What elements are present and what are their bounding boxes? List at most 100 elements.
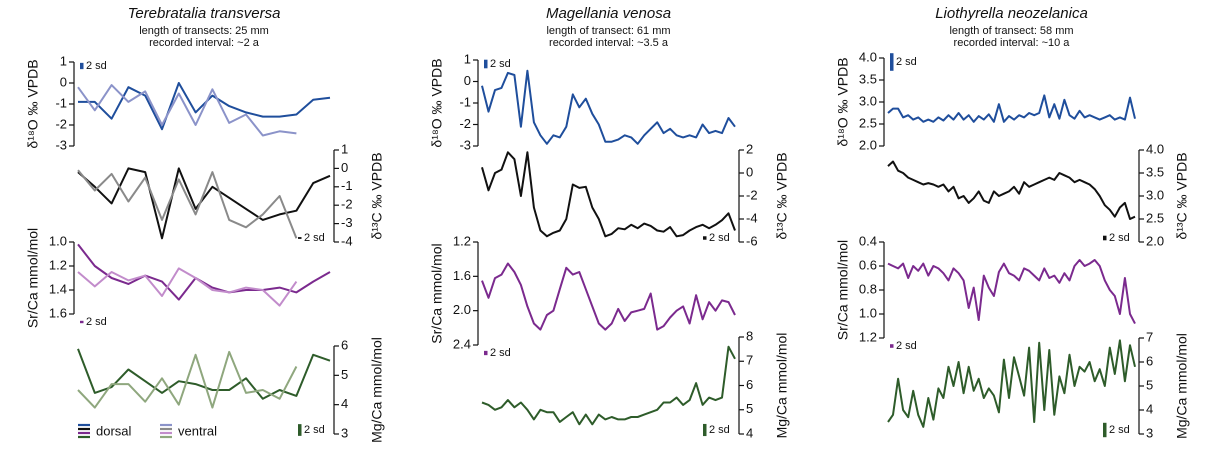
- y-tick-label: -2: [341, 197, 353, 212]
- y-tick-label: -2: [459, 116, 471, 131]
- data-line: [481, 151, 736, 238]
- y-tick-label: -1: [459, 94, 471, 109]
- y-tick-label: -4: [746, 210, 758, 225]
- y-tick-label: 4: [1146, 401, 1153, 416]
- y-tick-label: 3: [341, 425, 348, 440]
- data-line: [77, 350, 298, 409]
- y-tick-label: 0.8: [859, 281, 877, 296]
- data-line: [77, 243, 331, 301]
- y-tick-label: 2.5: [859, 115, 877, 130]
- y-axis-label: Sr/Ca mmol/mol: [835, 240, 851, 340]
- y-tick-label: 6: [1146, 353, 1153, 368]
- y-tick-label: 3: [1146, 425, 1153, 440]
- y-tick-label: 2.0: [1146, 233, 1164, 248]
- y-tick-label: 5: [341, 367, 348, 382]
- sd-bar: [1103, 235, 1107, 241]
- sd-bar: [890, 344, 894, 348]
- data-line: [481, 69, 736, 145]
- y-tick-label: 0: [341, 160, 348, 175]
- sd-bar: [890, 53, 894, 71]
- y-axis-label: Sr/Ca mmol/mol: [429, 243, 445, 343]
- data-line: [77, 267, 298, 307]
- data-line: [887, 339, 1136, 428]
- y-tick-label: -6: [746, 233, 758, 248]
- y-tick-label: 0: [464, 73, 471, 88]
- y-tick-label: 0: [746, 164, 753, 179]
- sd-label: 2 sd: [490, 58, 511, 70]
- y-tick-label: -2: [746, 187, 758, 202]
- y-tick-label: 0.4: [859, 233, 877, 248]
- sd-bar: [80, 62, 84, 70]
- data-line: [887, 94, 1136, 123]
- data-line: [77, 84, 297, 137]
- sd-bar: [484, 59, 488, 69]
- sd-label: 2 sd: [304, 232, 325, 244]
- y-tick-label: 2.0: [859, 137, 877, 152]
- y-tick-label: -2: [55, 116, 67, 131]
- y-tick-label: 7: [746, 353, 753, 368]
- y-tick-label: 8: [746, 328, 753, 343]
- sd-label: 2 sd: [86, 60, 107, 72]
- panel-subtitle: length of transect: 61 mm: [546, 25, 670, 37]
- y-axis-label: Mg/Ca mmol/mol: [369, 337, 385, 443]
- y-tick-label: 1.0: [859, 305, 877, 320]
- y-tick-label: 3.5: [859, 71, 877, 86]
- y-tick-label: 1.4: [49, 281, 67, 296]
- sd-bar: [298, 424, 302, 436]
- y-axis-label: Mg/Ca mmol/mol: [774, 333, 790, 439]
- y-tick-label: 1: [464, 51, 471, 66]
- y-axis-label: δ¹³C ‰ VPDB: [369, 152, 385, 239]
- y-tick-label: 2.4: [453, 336, 471, 351]
- y-axis-label: δ¹⁸O ‰ VPDB: [835, 57, 851, 146]
- sd-label: 2 sd: [304, 424, 325, 436]
- y-tick-label: 4.0: [1146, 141, 1164, 156]
- sd-label: 2 sd: [709, 424, 730, 436]
- y-tick-label: 3.5: [1146, 164, 1164, 179]
- y-tick-label: 2.5: [1146, 210, 1164, 225]
- sd-label: 2 sd: [896, 340, 917, 352]
- data-line: [77, 169, 298, 239]
- y-tick-label: -1: [55, 95, 67, 110]
- y-tick-label: 3.0: [1146, 187, 1164, 202]
- panel-subtitle: length of transects: 25 mm: [139, 25, 269, 37]
- y-tick-label: 5: [746, 401, 753, 416]
- data-line: [887, 259, 1136, 325]
- y-tick-label: 4: [746, 425, 753, 440]
- sd-bar: [80, 320, 84, 324]
- y-tick-label: -3: [341, 215, 353, 230]
- y-tick-label: 1.6: [49, 305, 67, 320]
- panel-subtitle: length of transect: 58 mm: [949, 25, 1073, 37]
- y-tick-label: 1.2: [453, 233, 471, 248]
- legend-label: ventral: [178, 423, 217, 438]
- y-tick-label: 0: [60, 74, 67, 89]
- y-tick-label: 3.0: [859, 93, 877, 108]
- y-axis-label: δ¹³C ‰ VPDB: [1174, 152, 1190, 239]
- panel-subtitle: recorded interval: ~2 a: [149, 37, 260, 49]
- y-tick-label: 7: [1146, 329, 1153, 344]
- y-tick-label: 2.0: [453, 302, 471, 317]
- y-axis-label: Mg/Ca mmol/mol: [1174, 333, 1190, 439]
- data-line: [887, 160, 1136, 220]
- y-tick-label: 5: [1146, 377, 1153, 392]
- sd-bar: [703, 423, 707, 437]
- y-tick-label: -3: [55, 137, 67, 152]
- sd-bar: [484, 350, 488, 356]
- y-tick-label: 4: [341, 396, 348, 411]
- y-tick-label: -4: [341, 233, 353, 248]
- y-tick-label: 6: [341, 337, 348, 352]
- sd-bar: [1103, 422, 1107, 438]
- y-axis-label: Sr/Ca mmol/mol: [25, 228, 41, 328]
- y-tick-label: -3: [459, 137, 471, 152]
- data-line: [78, 82, 331, 131]
- legend-label: dorsal: [96, 423, 132, 438]
- data-line: [481, 345, 736, 426]
- sd-label: 2 sd: [86, 316, 107, 328]
- sd-label: 2 sd: [896, 56, 917, 68]
- y-tick-label: 2: [746, 141, 753, 156]
- data-line: [481, 262, 736, 331]
- panel-title: Magellania venosa: [546, 5, 671, 22]
- y-tick-label: -1: [341, 178, 353, 193]
- sd-label: 2 sd: [1109, 232, 1130, 244]
- y-tick-label: 1: [341, 141, 348, 156]
